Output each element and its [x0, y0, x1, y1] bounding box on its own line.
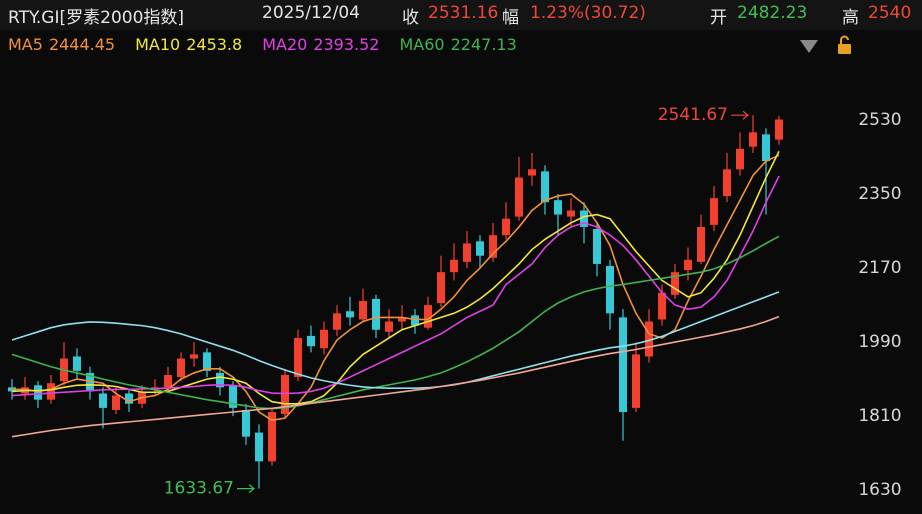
candle-body — [268, 412, 276, 462]
candle-body — [502, 218, 510, 236]
candle-body — [47, 383, 55, 400]
ma-line — [11, 175, 780, 397]
candle-body — [190, 354, 198, 359]
candle-body — [203, 352, 211, 371]
candle-body — [333, 313, 341, 330]
ma-line — [11, 315, 780, 438]
legend-name: MA20 — [262, 35, 308, 54]
candle-body — [255, 432, 263, 462]
candle-body — [606, 265, 614, 314]
y-tick-label: 1630 — [858, 480, 901, 500]
high-value: 2540 — [868, 3, 912, 23]
candle-body — [489, 235, 497, 258]
close-label: 收 — [402, 8, 419, 28]
candle-body — [450, 259, 458, 273]
low-marker-label: 1633.67 — [164, 479, 234, 499]
candle-body — [398, 317, 406, 322]
legend-item: MA20 2393.52 — [262, 35, 379, 57]
candle-body — [723, 169, 731, 197]
legend-item: MA5 2444.45 — [8, 35, 115, 57]
candle-body — [281, 374, 289, 415]
candle-body — [567, 210, 575, 217]
y-tick-label: 2170 — [858, 258, 901, 278]
ma-line — [11, 291, 780, 389]
candle-body — [736, 148, 744, 170]
legend-name: MA5 — [8, 35, 43, 54]
legend: MA5 2444.45 MA10 2453.8 MA20 2393.52 MA60 2247.… — [8, 35, 517, 57]
candle-body — [359, 300, 367, 320]
candle-body — [411, 315, 419, 326]
quote-header: RTY.GI[罗素2000指数] 2025/12/04 收 2531.16 幅 … — [0, 0, 922, 30]
candle-body — [229, 385, 237, 408]
candle-body — [593, 228, 601, 264]
open-value: 2482.23 — [737, 3, 808, 23]
candle-body — [762, 134, 770, 162]
legend-name: MA10 — [135, 35, 181, 54]
candle-body — [86, 372, 94, 392]
candle-body — [658, 292, 666, 320]
ma-line — [12, 154, 780, 422]
high-marker-label: 2541.67 — [658, 105, 728, 125]
candle-body — [34, 385, 42, 400]
candle-body — [372, 298, 380, 330]
candle-body — [528, 169, 536, 176]
candle-body — [424, 305, 432, 328]
candle-body — [632, 354, 640, 408]
candle-body — [775, 119, 783, 140]
legend-value: 2453.8 — [186, 35, 243, 54]
candle-body — [476, 241, 484, 256]
candle-body — [671, 272, 679, 295]
close-value: 2531.16 — [428, 3, 499, 23]
ma-line — [11, 235, 780, 410]
candle-body — [73, 356, 81, 371]
candle-body — [307, 335, 315, 347]
candle-body — [541, 171, 549, 203]
y-tick-label: 2350 — [858, 184, 901, 204]
legend-value: 2444.45 — [48, 35, 116, 54]
candle-body — [242, 409, 250, 437]
candle-body — [684, 259, 692, 271]
candle-body — [580, 210, 588, 227]
y-tick-label: 1810 — [858, 406, 901, 426]
candle-body — [697, 226, 705, 262]
candle-body — [619, 317, 627, 413]
candle-body — [515, 177, 523, 217]
candle-body — [216, 372, 224, 388]
index-title: RTY.GI[罗素2000指数] — [8, 8, 185, 28]
candle-body — [346, 311, 354, 318]
date: 2025/12/04 — [262, 3, 360, 23]
candle-body — [125, 393, 133, 404]
candle-body — [177, 358, 185, 378]
candle-body — [385, 321, 393, 332]
change-value: 1.23%(30.72) — [530, 3, 646, 23]
legend-value: 2247.13 — [450, 35, 517, 54]
candle-body — [710, 198, 718, 225]
candle-body — [554, 200, 562, 215]
candle-body — [99, 393, 107, 408]
candle-body — [320, 329, 328, 349]
candle-body — [164, 374, 172, 388]
legend-value: 2393.52 — [313, 35, 380, 54]
candle-body — [437, 272, 445, 304]
legend-item: MA10 2453.8 — [135, 35, 242, 57]
candle-body — [749, 132, 757, 147]
candle-body — [112, 395, 120, 410]
high-label: 高 — [842, 8, 859, 28]
legend-name: MA60 — [399, 35, 445, 54]
y-tick-label: 1990 — [858, 332, 901, 352]
y-tick-label: 2530 — [858, 110, 901, 130]
candle-body — [463, 243, 471, 262]
change-label: 幅 — [502, 8, 519, 28]
low-marker-arrowhead — [248, 484, 255, 494]
high-marker-arrowhead — [742, 110, 749, 120]
open-label: 开 — [710, 8, 727, 28]
legend-item: MA60 2247.13 — [399, 35, 516, 57]
candle-body — [294, 337, 302, 378]
candle-body — [645, 321, 653, 357]
ma-line — [11, 150, 780, 405]
